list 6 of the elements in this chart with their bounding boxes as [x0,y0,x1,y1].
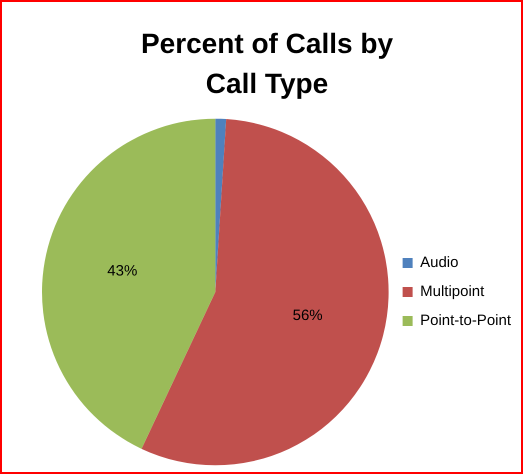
legend-label: Audio [420,254,458,272]
legend-label: Point-to-Point [420,312,512,330]
chart-title: Percent of Calls by Call Type [140,27,394,101]
legend-label: Multipoint [420,283,486,300]
data-label: 56% [292,306,323,324]
data-label: 43% [107,262,138,280]
